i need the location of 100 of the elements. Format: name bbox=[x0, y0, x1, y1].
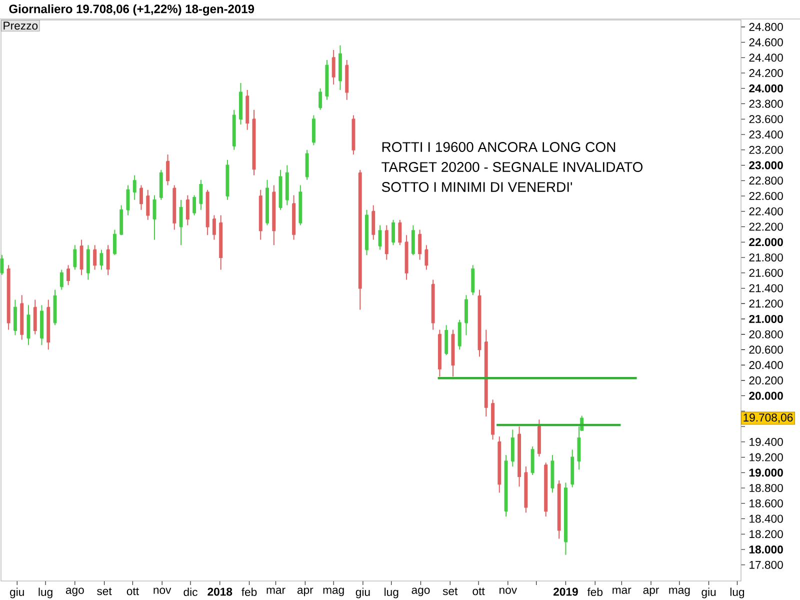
candlestick bbox=[212, 214, 216, 240]
candlestick bbox=[166, 154, 170, 186]
x-tick-label: lug bbox=[730, 588, 744, 598]
candlestick bbox=[219, 214, 223, 270]
candlestick bbox=[86, 244, 90, 280]
candlestick bbox=[126, 184, 130, 216]
y-tick-label: 19.200 bbox=[750, 453, 783, 462]
candlestick bbox=[530, 446, 534, 476]
y-tick-label: 20.400 bbox=[749, 361, 783, 370]
y-tick-label: 22.200 bbox=[749, 222, 783, 231]
annotation: Prezzo bbox=[4, 22, 38, 30]
y-tick-label: 22.000 bbox=[749, 238, 783, 246]
y-tick-label: 20.200 bbox=[749, 376, 783, 384]
y-tick-label: 24.800 bbox=[749, 22, 783, 31]
candlestick bbox=[66, 264, 70, 286]
candlestick bbox=[392, 219, 396, 246]
annotation: ROTTI I 19600 ANCORA LONG CON bbox=[382, 142, 616, 152]
candlestick bbox=[384, 224, 388, 260]
x-tick-label: lug bbox=[384, 588, 398, 598]
candlestick bbox=[246, 89, 250, 130]
y-tick-label: 23.600 bbox=[749, 115, 783, 124]
candlestick bbox=[93, 244, 97, 270]
candlestick bbox=[238, 82, 242, 126]
y-tick-label: 22.600 bbox=[749, 192, 783, 200]
candlestick bbox=[358, 169, 362, 310]
candlestick bbox=[272, 184, 276, 246]
y-tick-label: 23.400 bbox=[749, 130, 783, 139]
candlestick bbox=[298, 184, 302, 226]
candlestick bbox=[491, 399, 494, 440]
y-tick-label: 18.000 bbox=[749, 545, 783, 554]
candlestick bbox=[266, 179, 269, 226]
candlestick bbox=[192, 194, 196, 216]
x-tick-label: nov bbox=[154, 588, 172, 594]
x-tick-label: feb bbox=[587, 588, 603, 596]
candlestick bbox=[372, 204, 376, 240]
y-tick-label: 19.400 bbox=[750, 438, 783, 446]
candlestick bbox=[46, 299, 50, 350]
y-tick-label: 18.600 bbox=[750, 499, 783, 508]
candlestick bbox=[226, 159, 230, 200]
y-tick-label: 24.000 bbox=[749, 84, 783, 92]
y-tick-label: 23.200 bbox=[749, 146, 783, 154]
candlestick bbox=[418, 229, 422, 260]
candlestick bbox=[100, 249, 104, 270]
x-tick-label: ott bbox=[126, 588, 139, 596]
x-tick-label: ott bbox=[472, 588, 485, 596]
candlestick bbox=[564, 482, 568, 556]
candlestick bbox=[444, 324, 448, 356]
y-tick-label: 19.000 bbox=[749, 468, 783, 477]
candlestick bbox=[292, 194, 296, 240]
y-tick-label: 20.800 bbox=[749, 330, 783, 338]
candlestick bbox=[232, 109, 236, 150]
x-tick-label: set bbox=[442, 588, 458, 596]
y-tick-label: 21.000 bbox=[749, 314, 783, 323]
y-tick-label: 18.800 bbox=[750, 484, 783, 492]
candlestick bbox=[498, 436, 502, 494]
x-tick-label: mag bbox=[323, 588, 344, 596]
y-tick-label: 24.400 bbox=[749, 54, 783, 62]
candlestick bbox=[510, 429, 514, 467]
x-tick-label: lug bbox=[38, 588, 52, 598]
candlestick bbox=[80, 239, 84, 276]
candlestick bbox=[146, 189, 150, 220]
candlestick bbox=[60, 269, 64, 290]
y-tick-label: 20.000 bbox=[749, 392, 783, 400]
y-tick-label: 24.200 bbox=[749, 69, 783, 78]
candlestick bbox=[570, 449, 574, 488]
candlestick bbox=[352, 114, 356, 155]
candlestick bbox=[345, 59, 349, 100]
candlestick bbox=[557, 480, 561, 540]
candlestick bbox=[365, 209, 368, 256]
candlestick bbox=[26, 304, 30, 346]
x-tick-label: feb bbox=[242, 588, 257, 596]
y-tick-label: 21.800 bbox=[749, 253, 783, 262]
x-tick-label: mar bbox=[612, 588, 632, 594]
candlestick bbox=[438, 329, 442, 378]
candlestick bbox=[332, 49, 336, 86]
candlestick bbox=[484, 329, 488, 418]
candlestick bbox=[199, 179, 203, 210]
candlestick bbox=[305, 149, 309, 180]
x-tick-label: giu bbox=[356, 588, 370, 598]
candlestick bbox=[40, 304, 44, 346]
candlestick bbox=[112, 229, 116, 256]
x-tick-label: nov bbox=[500, 588, 518, 594]
y-tick-label: 18.400 bbox=[750, 514, 783, 523]
candlestick bbox=[398, 219, 402, 246]
candlestick bbox=[6, 264, 10, 330]
candlestick bbox=[258, 189, 262, 240]
candlestick bbox=[550, 454, 554, 494]
candlestick bbox=[140, 184, 143, 210]
x-tick-label: 2018 bbox=[208, 588, 232, 596]
candlestick bbox=[172, 184, 176, 230]
candlestick bbox=[464, 294, 468, 336]
y-tick-label: 21.600 bbox=[749, 268, 783, 277]
candlestick bbox=[20, 294, 24, 340]
x-tick-label: giu bbox=[702, 588, 716, 598]
candlestick bbox=[285, 164, 289, 206]
candlestick bbox=[318, 88, 322, 110]
candlestick bbox=[312, 114, 316, 146]
candlestick bbox=[404, 234, 408, 280]
candlestick bbox=[504, 454, 508, 517]
candlestick bbox=[451, 329, 455, 378]
